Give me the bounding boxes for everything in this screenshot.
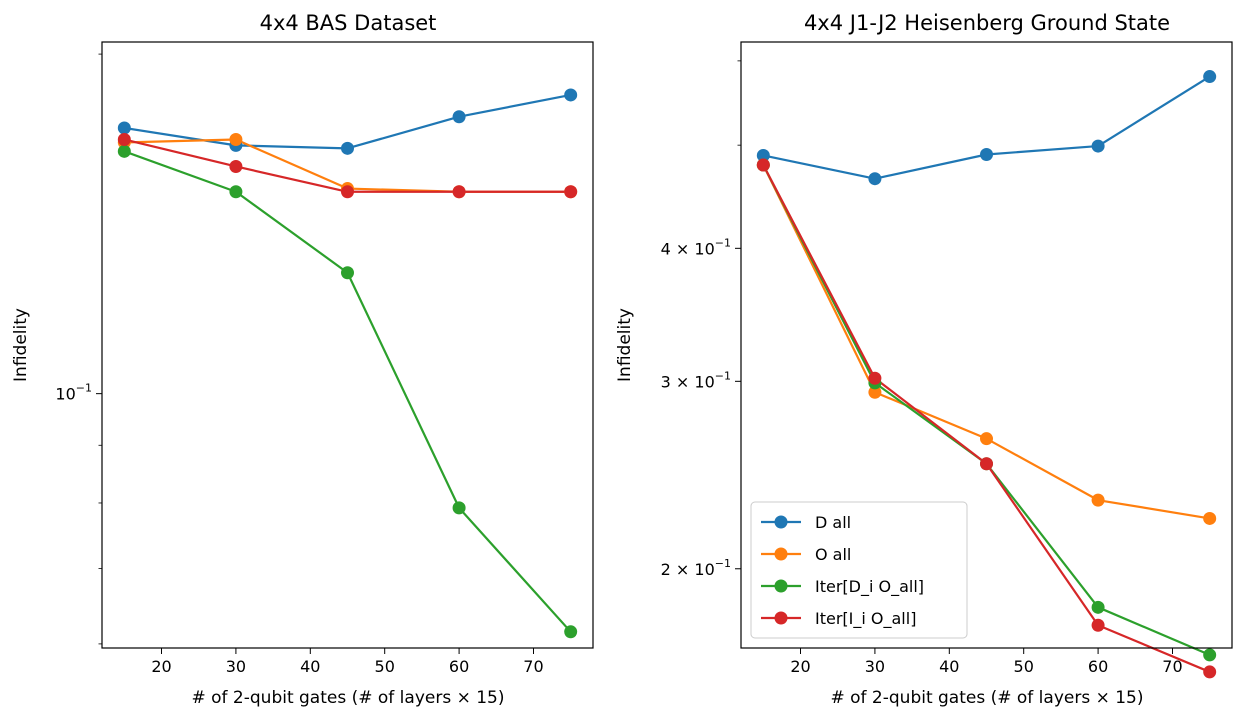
series-lines [123,93,572,633]
data-point [117,144,131,158]
x-tick-label: 20 [151,657,171,676]
legend-label: Iter[I_i O_all] [815,609,916,629]
y-tick-label: 10−1 [55,382,92,404]
data-point [756,148,770,162]
x-tick-label: 60 [1088,657,1108,676]
data-point [868,371,882,385]
data-point [564,88,578,102]
x-tick-label: 60 [449,657,469,676]
data-point [1091,618,1105,632]
data-point [452,185,466,199]
legend-label: D all [815,513,851,532]
legend-marker [774,579,788,593]
data-point [229,133,243,147]
x-axis-label: # of 2-qubit gates (# of layers × 15) [830,688,1143,708]
plot-frame [740,41,1233,649]
legend-marker [774,515,788,529]
y-tick-label: 3 × 10−1 [661,369,731,391]
y-tick-label: 4 × 10−1 [661,236,731,258]
y-tick-base: 2 × 10 [661,560,715,579]
x-tick-label: 20 [790,657,810,676]
data-point [1091,600,1105,614]
left-chart-bas-dataset: 4x4 BAS Dataset 20 30 40 50 60 70 10−1 # of 2-… [11,11,594,708]
legend-label: O all [815,545,851,564]
x-tick-label: 50 [1014,657,1034,676]
legend-box [750,501,968,639]
y-tick-base: 4 × 10 [661,239,715,258]
y-axis-label: Infidelity [11,308,31,382]
data-point [1203,648,1217,662]
tick-group: 20 30 40 50 60 70 10−1 [55,53,544,676]
data-point [341,141,354,155]
data-point [1091,493,1105,507]
y-tick-base: 10 [55,385,75,404]
data-point [452,501,466,515]
data-point [868,172,882,186]
data-point [341,266,354,280]
series-line-2 [123,150,572,633]
legend-marker [774,611,788,625]
data-point [868,385,882,399]
data-point [756,158,770,172]
plot-frame [101,41,594,649]
series-markers [117,88,578,639]
x-tick-label: 70 [1162,657,1182,676]
data-point [117,121,131,135]
data-point [564,185,578,199]
data-point [452,110,466,124]
data-point [1203,665,1217,679]
y-axis-label: Infidelity [615,308,635,382]
right-chart-heisenberg-ground-state: 4x4 J1-J2 Heisenberg Ground State 20 30 40… [615,11,1233,708]
y-tick-base: 3 × 10 [661,372,715,391]
x-tick-label: 30 [226,657,246,676]
legend-marker [774,547,788,561]
x-tick-label: 40 [300,657,320,676]
chart-title: 4x4 J1-J2 Heisenberg Ground State [804,11,1170,35]
x-tick-label: 50 [375,657,395,676]
data-point [117,133,131,147]
data-point [1203,70,1217,84]
tick-group: 20 30 40 50 60 704 × 10−13 × 10−12 × 10−1 [661,60,1183,676]
y-tick-exponent: −1 [76,382,92,395]
chart-title: 4x4 BAS Dataset [260,11,437,35]
data-point [980,432,993,446]
y-tick-exponent: −1 [715,557,731,570]
data-point [980,148,993,162]
data-point [341,185,354,199]
y-tick-label: 2 × 10−1 [661,557,731,579]
series-line-0 [763,75,1211,180]
data-point [229,185,243,199]
y-tick-exponent: −1 [715,369,731,382]
series-markers [756,70,1217,679]
x-tick-label: 70 [523,657,543,676]
x-axis-label: # of 2-qubit gates (# of layers × 15) [191,688,504,708]
x-tick-label: 40 [939,657,959,676]
legend-label: Iter[D_i O_all] [815,577,924,597]
data-point [980,457,993,471]
data-point [1203,511,1217,525]
data-point [564,625,578,639]
data-point [229,159,243,173]
y-tick-exponent: −1 [715,236,731,249]
x-tick-label: 30 [865,657,885,676]
data-point [1091,139,1105,153]
legend: D all O all Iter[D_i O_all] Iter[I_i O_all] [750,501,968,639]
